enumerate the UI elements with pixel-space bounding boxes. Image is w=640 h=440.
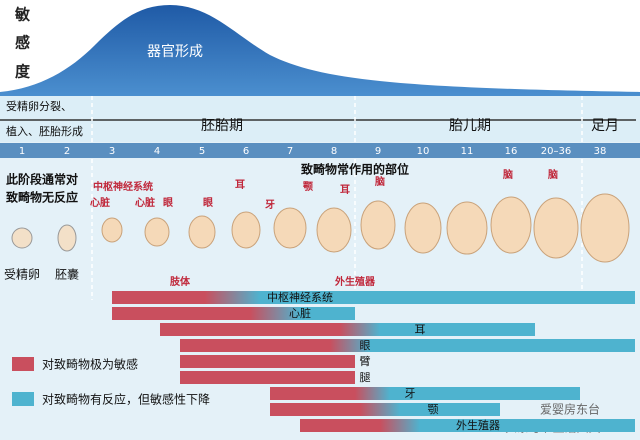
blastocyst bbox=[57, 224, 77, 252]
embryo bbox=[316, 207, 352, 253]
zygote bbox=[11, 227, 33, 249]
site-label: 眼 bbox=[203, 197, 213, 209]
site-label: 牙 bbox=[265, 199, 275, 211]
bar-label: 外生殖器 bbox=[456, 418, 500, 432]
embryo bbox=[101, 217, 123, 243]
week-label: 8 bbox=[331, 146, 337, 157]
sensitivity-bar bbox=[180, 371, 355, 384]
week-label: 7 bbox=[287, 146, 293, 157]
sensitivity-bar bbox=[270, 403, 500, 416]
sensitivity-bar bbox=[180, 355, 355, 368]
period-row bbox=[0, 96, 640, 142]
site-label: 肢体 bbox=[169, 275, 191, 288]
week-label: 38 bbox=[594, 146, 607, 157]
curve-label: 器官形成 bbox=[147, 44, 203, 60]
site-label: 心脏 bbox=[135, 196, 155, 209]
axis-label: 敏 bbox=[14, 6, 31, 24]
week-label: 6 bbox=[243, 146, 249, 157]
bar-label: 牙 bbox=[405, 387, 416, 400]
legend-swatch bbox=[12, 357, 34, 371]
embryo bbox=[231, 211, 261, 249]
sensitivity-bar bbox=[270, 387, 580, 400]
week-label: 16 bbox=[505, 146, 518, 157]
site-label: 耳 bbox=[340, 184, 350, 196]
bar-label: 臂 bbox=[360, 355, 371, 368]
site-label: 中枢神经系统 bbox=[93, 180, 153, 193]
axis-label: 感 bbox=[15, 34, 30, 52]
stage-label: 胚囊 bbox=[55, 267, 79, 282]
legend-label: 对致畸物有反应，但敏感性下降 bbox=[42, 392, 210, 407]
site-label: 脑 bbox=[375, 175, 385, 188]
site-label: 脑 bbox=[503, 168, 513, 181]
week-label: 2 bbox=[64, 146, 70, 157]
week-label: 5 bbox=[199, 146, 205, 157]
legend-swatch bbox=[12, 392, 34, 406]
embryo bbox=[404, 202, 442, 254]
period-label: 足月 bbox=[591, 118, 619, 134]
week-label: 1 bbox=[19, 146, 25, 157]
stage-label: 受精卵 bbox=[4, 268, 40, 282]
period-label: 胎儿期 bbox=[449, 118, 491, 134]
sensitivity-curve bbox=[0, 5, 640, 96]
embryo bbox=[188, 215, 216, 249]
week-label: 10 bbox=[417, 146, 430, 157]
bar-label: 耳 bbox=[415, 323, 426, 336]
embryo bbox=[273, 207, 307, 249]
sensitivity-bar bbox=[112, 291, 635, 304]
sensitivity-bar bbox=[180, 339, 635, 352]
sensitivity-bar bbox=[112, 307, 355, 320]
sensitivity-bar bbox=[300, 419, 635, 432]
bar-label: 腿 bbox=[360, 371, 371, 384]
week-label: 3 bbox=[109, 146, 115, 157]
embryo bbox=[144, 217, 170, 247]
bar-label: 眼 bbox=[360, 339, 371, 352]
bar-label: 心脏 bbox=[289, 307, 311, 320]
note: 此阶段通常对 bbox=[6, 172, 78, 187]
embryo bbox=[580, 193, 630, 263]
site-label: 脑 bbox=[548, 168, 558, 181]
embryo bbox=[533, 197, 579, 259]
period-label: 受精卵分裂、 bbox=[6, 100, 72, 113]
week-row bbox=[0, 143, 640, 158]
embryo bbox=[446, 201, 488, 255]
week-label: 9 bbox=[375, 146, 381, 157]
period-label: 植入、胚胎形成 bbox=[6, 124, 83, 138]
embryo bbox=[490, 196, 532, 254]
watermark: 爱婴房东台 bbox=[540, 402, 600, 417]
week-label: 11 bbox=[461, 146, 474, 157]
site-label: 眼 bbox=[163, 197, 173, 209]
bar-label: 中枢神经系统 bbox=[267, 290, 333, 304]
site-label: 耳 bbox=[235, 179, 245, 191]
sites-title: 致畸物常作用的部位 bbox=[301, 162, 409, 177]
note: 致畸物无反应 bbox=[6, 190, 78, 205]
legend-label: 对致畸物极为敏感 bbox=[42, 357, 138, 372]
week-label: 20–36 bbox=[541, 146, 571, 157]
period-label: 胚胎期 bbox=[201, 118, 243, 134]
bar-label: 颚 bbox=[428, 403, 439, 416]
site-label: 外生殖器 bbox=[334, 275, 376, 288]
sensitivity-bar bbox=[160, 323, 535, 336]
embryo bbox=[360, 200, 396, 250]
axis-label: 度 bbox=[15, 63, 31, 81]
site-label: 心脏 bbox=[90, 196, 110, 209]
site-label: 颚 bbox=[303, 181, 313, 193]
week-label: 4 bbox=[154, 146, 160, 157]
